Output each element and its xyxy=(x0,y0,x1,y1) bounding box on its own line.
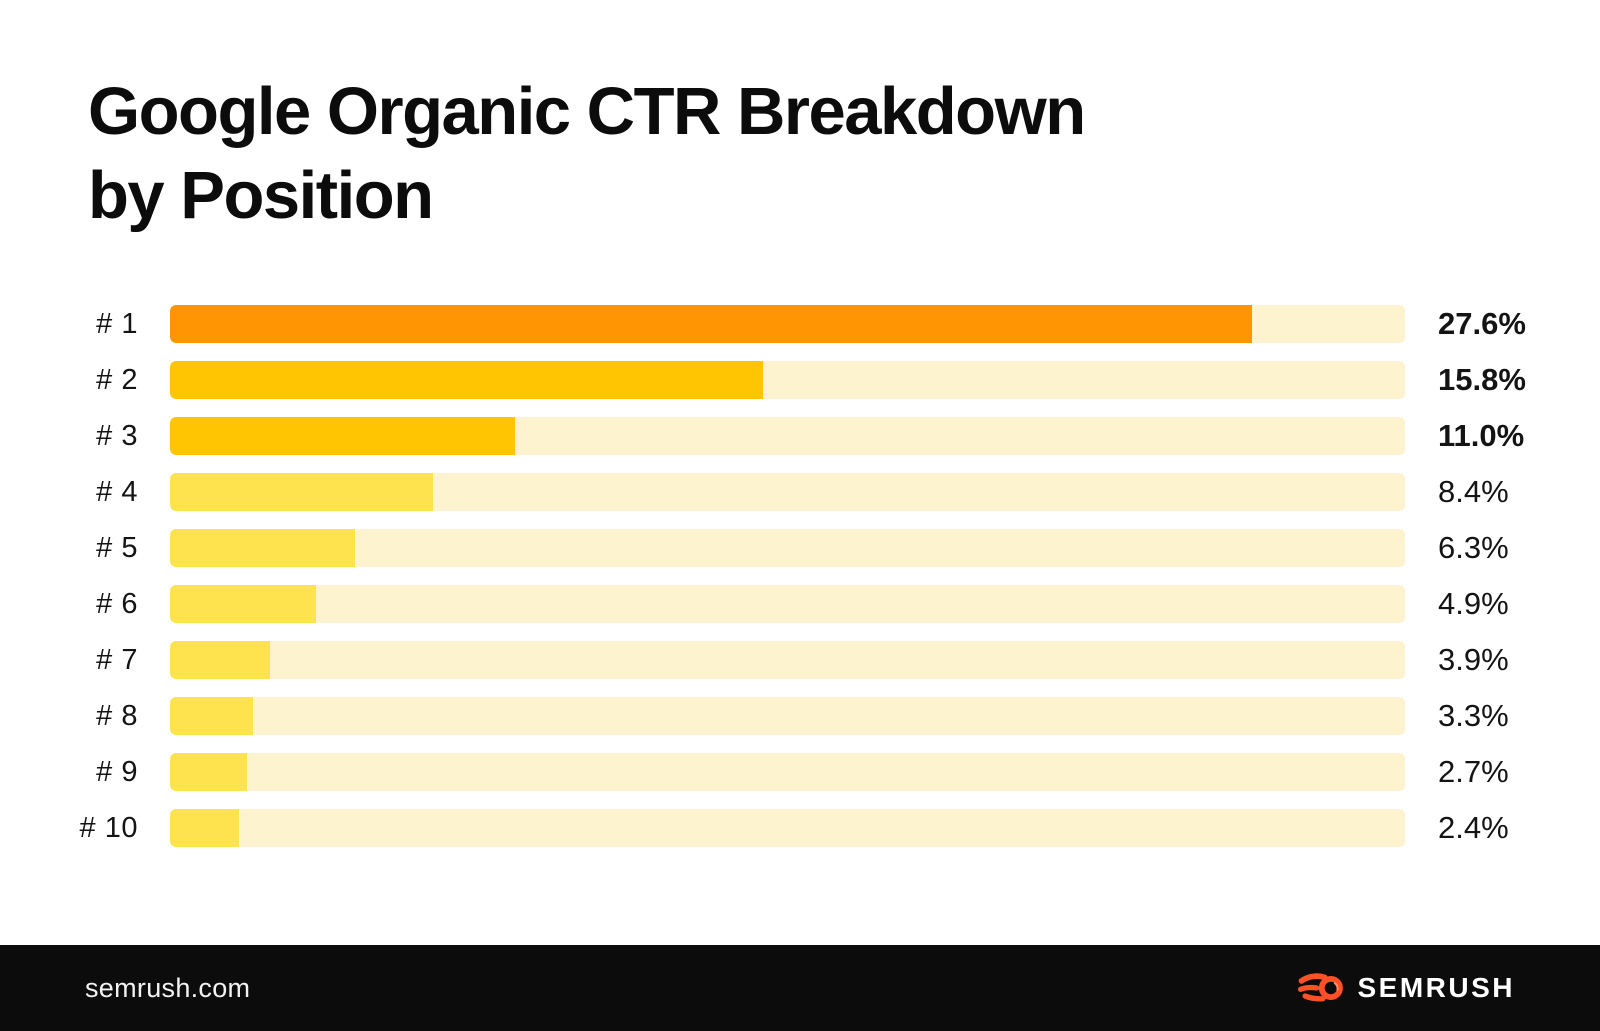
semrush-wordmark: SEMRUSH xyxy=(1357,972,1515,1003)
ctr-value: 11.0% xyxy=(1438,418,1525,453)
semrush-comet-icon xyxy=(1298,973,1344,1002)
bar-row-2: # 2 15.8% xyxy=(0,361,1600,399)
bar-track xyxy=(170,753,1405,791)
bar-row-10: # 10 2.4% xyxy=(0,809,1600,847)
bar-track xyxy=(170,697,1405,735)
bar-row-3: # 3 11.0% xyxy=(0,417,1600,455)
ctr-value: 27.6% xyxy=(1438,306,1526,341)
bar-fill xyxy=(170,417,515,455)
bar-fill xyxy=(170,585,316,623)
ctr-value: 3.3% xyxy=(1438,698,1509,733)
ctr-value: 15.8% xyxy=(1438,362,1526,397)
chart-title-line-1: Google Organic CTR Breakdown xyxy=(88,74,1086,149)
position-label: # 4 xyxy=(96,475,138,508)
bar-track xyxy=(170,641,1405,679)
bar-fill xyxy=(170,809,240,847)
position-label: # 10 xyxy=(79,811,138,844)
bar-fill xyxy=(170,753,247,791)
bar-fill xyxy=(170,697,253,735)
bar-row-8: # 8 3.3% xyxy=(0,697,1600,735)
bar-row-4: # 4 8.4% xyxy=(0,473,1600,511)
ctr-value: 3.9% xyxy=(1438,642,1509,677)
bar-fill xyxy=(170,305,1252,343)
ctr-value: 2.4% xyxy=(1438,810,1509,845)
position-label: # 5 xyxy=(96,531,138,564)
position-label: # 6 xyxy=(96,587,138,620)
bar-row-7: # 7 3.9% xyxy=(0,641,1600,679)
position-label: # 1 xyxy=(96,307,138,340)
position-label: # 9 xyxy=(96,755,138,788)
chart-title: Google Organic CTR Breakdown by Position xyxy=(88,70,1086,239)
bar-chart: # 1 27.6% # 2 15.8% # 3 11.0% # 4 8.4% #… xyxy=(0,305,1600,865)
bar-track xyxy=(170,361,1405,399)
bar-row-6: # 6 4.9% xyxy=(0,585,1600,623)
position-label: # 3 xyxy=(96,419,138,452)
chart-title-line-2: by Position xyxy=(88,158,434,234)
bar-row-1: # 1 27.6% xyxy=(0,305,1600,343)
bar-track xyxy=(170,529,1405,567)
position-label: # 2 xyxy=(96,363,138,396)
bar-fill xyxy=(170,641,271,679)
footer-site-url: semrush.com xyxy=(85,972,251,1003)
footer: semrush.com SEMRUSH xyxy=(0,945,1600,1031)
bar-track xyxy=(170,585,1405,623)
bar-track xyxy=(170,305,1405,343)
semrush-logo: SEMRUSH xyxy=(1298,971,1515,1005)
bar-row-9: # 9 2.7% xyxy=(0,753,1600,791)
ctr-value: 4.9% xyxy=(1438,586,1509,621)
bar-fill xyxy=(170,473,434,511)
bar-track xyxy=(170,809,1405,847)
bar-fill xyxy=(170,529,356,567)
bar-track xyxy=(170,417,1405,455)
position-label: # 8 xyxy=(96,699,138,732)
ctr-value: 8.4% xyxy=(1438,474,1509,509)
bar-fill xyxy=(170,361,763,399)
ctr-value: 6.3% xyxy=(1438,530,1509,565)
ctr-value: 2.7% xyxy=(1438,754,1509,789)
bar-row-5: # 5 6.3% xyxy=(0,529,1600,567)
bar-track xyxy=(170,473,1405,511)
position-label: # 7 xyxy=(96,643,138,676)
